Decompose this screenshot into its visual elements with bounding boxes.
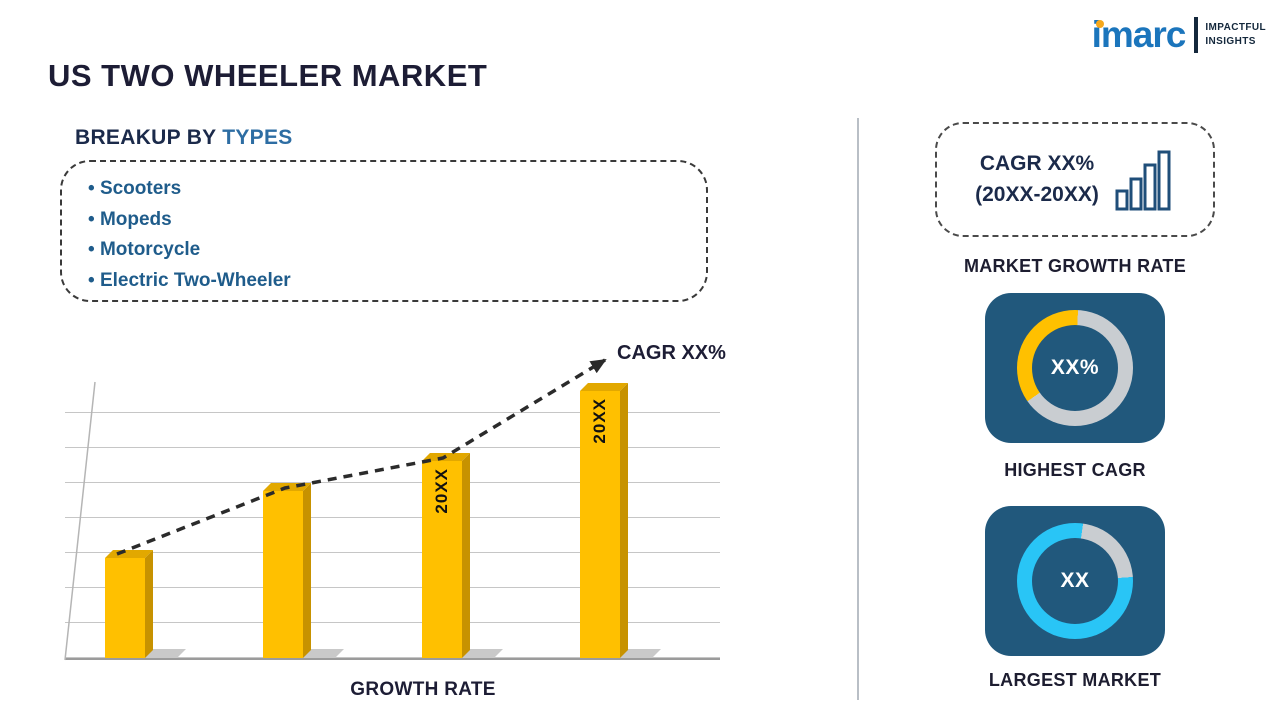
list-item: Mopeds [88, 205, 696, 236]
logo-text: imarc [1091, 14, 1187, 55]
highest-cagr-donut: XX% [1017, 310, 1133, 426]
market-growth-rate-box: CAGR XX% (20XX-20XX) [935, 122, 1215, 237]
bar-chart-icon [1115, 150, 1171, 210]
bar-group: 20XX 20XX [65, 380, 720, 658]
page-title: US TWO WHEELER MARKET [48, 58, 488, 93]
logo-separator [1194, 16, 1199, 53]
vertical-divider [857, 118, 859, 700]
bar-side-face [619, 383, 628, 658]
list-item: Motorcycle [88, 235, 696, 266]
bar-side-face [145, 549, 153, 658]
largest-market-tile: XX [985, 506, 1165, 656]
breakup-box: ScootersMopedsMotorcycleElectric Two-Whe… [60, 160, 708, 302]
breakup-list: ScootersMopedsMotorcycleElectric Two-Whe… [88, 174, 696, 296]
highest-cagr-tile: XX% [985, 293, 1165, 443]
growth-rate-chart: 20XX 20XX CAGR XX% [64, 340, 726, 670]
cagr-annotation: CAGR XX% [617, 342, 726, 364]
bar-label: 20XX [431, 467, 451, 514]
x-axis-label: GROWTH RATE [350, 679, 496, 700]
largest-market-donut: XX [1017, 523, 1133, 639]
highest-cagr-donut-hole: XX% [1032, 325, 1118, 411]
bar-face [263, 491, 304, 658]
market-growth-rate-label: MARKET GROWTH RATE [963, 256, 1187, 276]
chart-plot-area: 20XX 20XX [65, 380, 720, 660]
growth-box-text: CAGR XX% (20XX-20XX) [975, 152, 1099, 206]
bar [105, 549, 186, 658]
list-item: Scooters [88, 174, 696, 205]
bar [263, 483, 345, 658]
largest-market-label: LARGEST MARKET [988, 670, 1162, 690]
highest-cagr-value: XX% [1050, 356, 1100, 379]
logo-wordmark: imarc [1091, 14, 1187, 55]
logo-yellow-dot-icon [1095, 20, 1104, 28]
highest-cagr-label: HIGHEST CAGR [1004, 460, 1146, 480]
bar-face [105, 557, 145, 658]
logo-tagline: IMPACTFUL INSIGHTS [1205, 22, 1266, 47]
bar-label: 20XX [589, 398, 609, 444]
breakup-title: BREAKUP BY TYPES [75, 126, 293, 149]
bar-side-face [461, 452, 470, 658]
bar-side-face [303, 483, 312, 658]
bar: 20XX [421, 452, 503, 658]
list-item: Electric Two-Wheeler [88, 266, 696, 297]
largest-market-donut-hole: XX [1032, 538, 1118, 624]
largest-market-value: XX [1060, 569, 1090, 592]
bar: 20XX [579, 383, 661, 658]
imarc-logo: imarc IMPACTFUL INSIGHTS [1092, 16, 1266, 53]
